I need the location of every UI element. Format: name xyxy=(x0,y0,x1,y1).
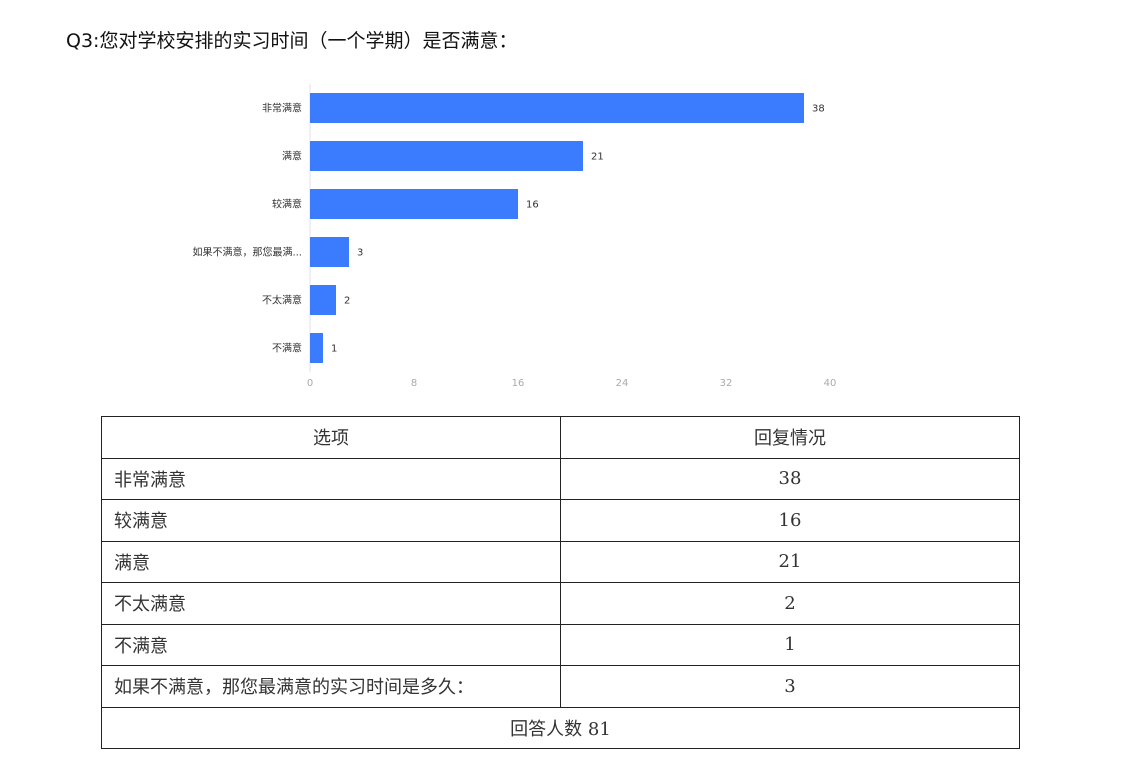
category-label: 不满意 xyxy=(272,342,302,355)
x-tick-label: 40 xyxy=(824,378,837,389)
table-footer-row: 回答人数 81 xyxy=(101,706,1020,749)
header-response: 回复情况 xyxy=(560,416,1020,459)
category-label: 不太满意 xyxy=(262,294,302,307)
data-label: 16 xyxy=(526,200,539,211)
table-row: 较满意 16 xyxy=(101,499,1020,542)
respondent-count: 回答人数 81 xyxy=(101,706,1020,749)
header-option: 选项 xyxy=(101,416,561,459)
category-label: 如果不满意，那您最满... xyxy=(192,246,302,259)
bar xyxy=(310,237,349,267)
count-cell: 3 xyxy=(560,665,1020,708)
data-label: 21 xyxy=(591,152,604,163)
option-cell: 非常满意 xyxy=(101,457,561,500)
table-row: 不太满意 2 xyxy=(101,582,1020,625)
category-label: 非常满意 xyxy=(262,102,302,115)
count-cell: 16 xyxy=(560,499,1020,542)
option-cell: 如果不满意，那您最满意的实习时间是多久： xyxy=(101,665,561,708)
x-tick-label: 0 xyxy=(307,378,313,389)
bar xyxy=(310,141,583,171)
table-row: 非常满意 38 xyxy=(101,457,1020,500)
count-cell: 21 xyxy=(560,540,1020,583)
option-cell: 较满意 xyxy=(101,499,561,542)
data-label: 3 xyxy=(357,248,363,259)
option-cell: 满意 xyxy=(101,540,561,583)
bar xyxy=(310,189,518,219)
count-cell: 1 xyxy=(560,623,1020,666)
category-label: 满意 xyxy=(282,150,302,163)
table-row: 不满意 1 xyxy=(101,623,1020,666)
x-tick-label: 16 xyxy=(512,378,525,389)
question-title: Q3:您对学校安排的实习时间（一个学期）是否满意： xyxy=(66,30,518,52)
data-label: 1 xyxy=(331,344,337,355)
table-row: 满意 21 xyxy=(101,540,1020,583)
category-label: 较满意 xyxy=(272,198,302,211)
results-table: 选项 回复情况 非常满意 38 较满意 16 满意 21 不太满意 2 不满意 1 如果不… xyxy=(101,416,1020,749)
bar xyxy=(310,93,804,123)
x-tick-label: 32 xyxy=(720,378,733,389)
table-row: 如果不满意，那您最满意的实习时间是多久： 3 xyxy=(101,665,1020,708)
bar-chart: 非常满意 38 满意 21 较满意 16 如果不满意，那您最满... 3 不太满意 2 不满意 1 0 8… xyxy=(192,84,837,389)
table-header-row: 选项 回复情况 xyxy=(101,416,1020,459)
count-cell: 38 xyxy=(560,457,1020,500)
x-tick-label: 24 xyxy=(616,378,629,389)
option-cell: 不太满意 xyxy=(101,582,561,625)
bar xyxy=(310,285,336,315)
count-cell: 2 xyxy=(560,582,1020,625)
x-tick-label: 8 xyxy=(411,378,417,389)
data-label: 2 xyxy=(344,296,350,307)
bar xyxy=(310,333,323,363)
data-label: 38 xyxy=(812,104,825,115)
option-cell: 不满意 xyxy=(101,623,561,666)
